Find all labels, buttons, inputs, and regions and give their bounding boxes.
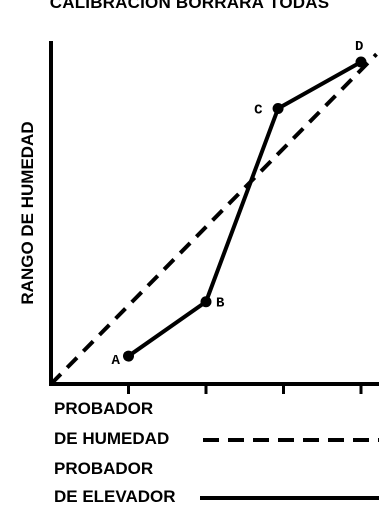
point-c <box>272 103 284 115</box>
point-a <box>123 350 134 362</box>
legend-humedad-line2: DE HUMEDAD <box>54 429 170 448</box>
series-elevador-line <box>127 60 362 358</box>
legend-humedad-line1: PROBADOR <box>54 399 154 418</box>
point-label-d: D <box>355 39 363 55</box>
legend-elevador-line1: PROBADOR <box>54 459 154 478</box>
chart-title: CALIBRACIÓN BORRARÁ TODAS <box>49 0 330 12</box>
y-axis-label: RANGO DE HUMEDAD <box>18 121 37 304</box>
series-humedad-line <box>49 52 378 386</box>
point-label-c: C <box>254 103 263 119</box>
point-label-a: A <box>112 353 121 369</box>
legend-elevador-line2: DE ELEVADOR <box>54 487 176 506</box>
point-d <box>355 56 367 68</box>
point-b <box>200 296 212 308</box>
point-label-b: B <box>216 296 225 312</box>
